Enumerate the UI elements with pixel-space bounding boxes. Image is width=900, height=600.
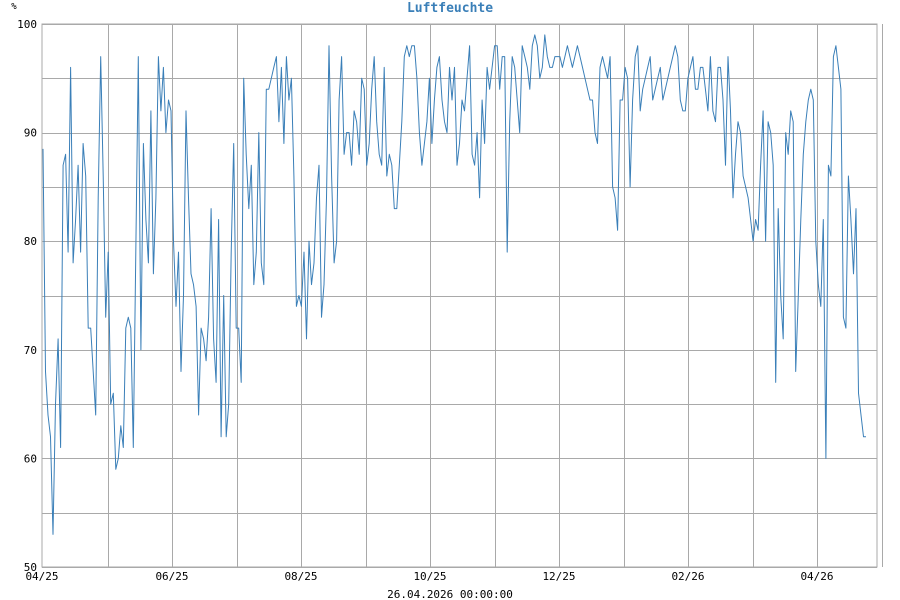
y-tick-label: 60 bbox=[24, 452, 37, 465]
x-tick-label: 04/25 bbox=[25, 570, 58, 583]
x-tick-label: 06/25 bbox=[155, 570, 188, 583]
y-tick-label: 70 bbox=[24, 344, 37, 357]
x-tick-label: 12/25 bbox=[542, 570, 575, 583]
x-tick-label: 08/25 bbox=[284, 570, 317, 583]
y-tick-label: 50 bbox=[24, 561, 37, 574]
y-axis-unit-label: % bbox=[11, 2, 17, 12]
x-tick-label: 10/25 bbox=[413, 570, 446, 583]
y-tick-label: 100 bbox=[17, 18, 37, 31]
chart-title: Luftfeuchte bbox=[407, 1, 493, 16]
x-tick-label: 02/26 bbox=[671, 570, 704, 583]
timestamp-label: 26.04.2026 00:00:00 bbox=[387, 588, 513, 600]
y-tick-labels: 50 60 70 80 90 100 bbox=[17, 18, 37, 574]
y-tick-label: 80 bbox=[24, 235, 37, 248]
x-tick-label: 04/26 bbox=[800, 570, 833, 583]
x-tick-labels: 04/25 06/25 08/25 10/25 12/25 02/26 04/26 bbox=[25, 570, 833, 583]
y-tick-label: 90 bbox=[24, 127, 37, 140]
plot-frame bbox=[41, 23, 878, 568]
humidity-series-line bbox=[42, 34, 866, 535]
